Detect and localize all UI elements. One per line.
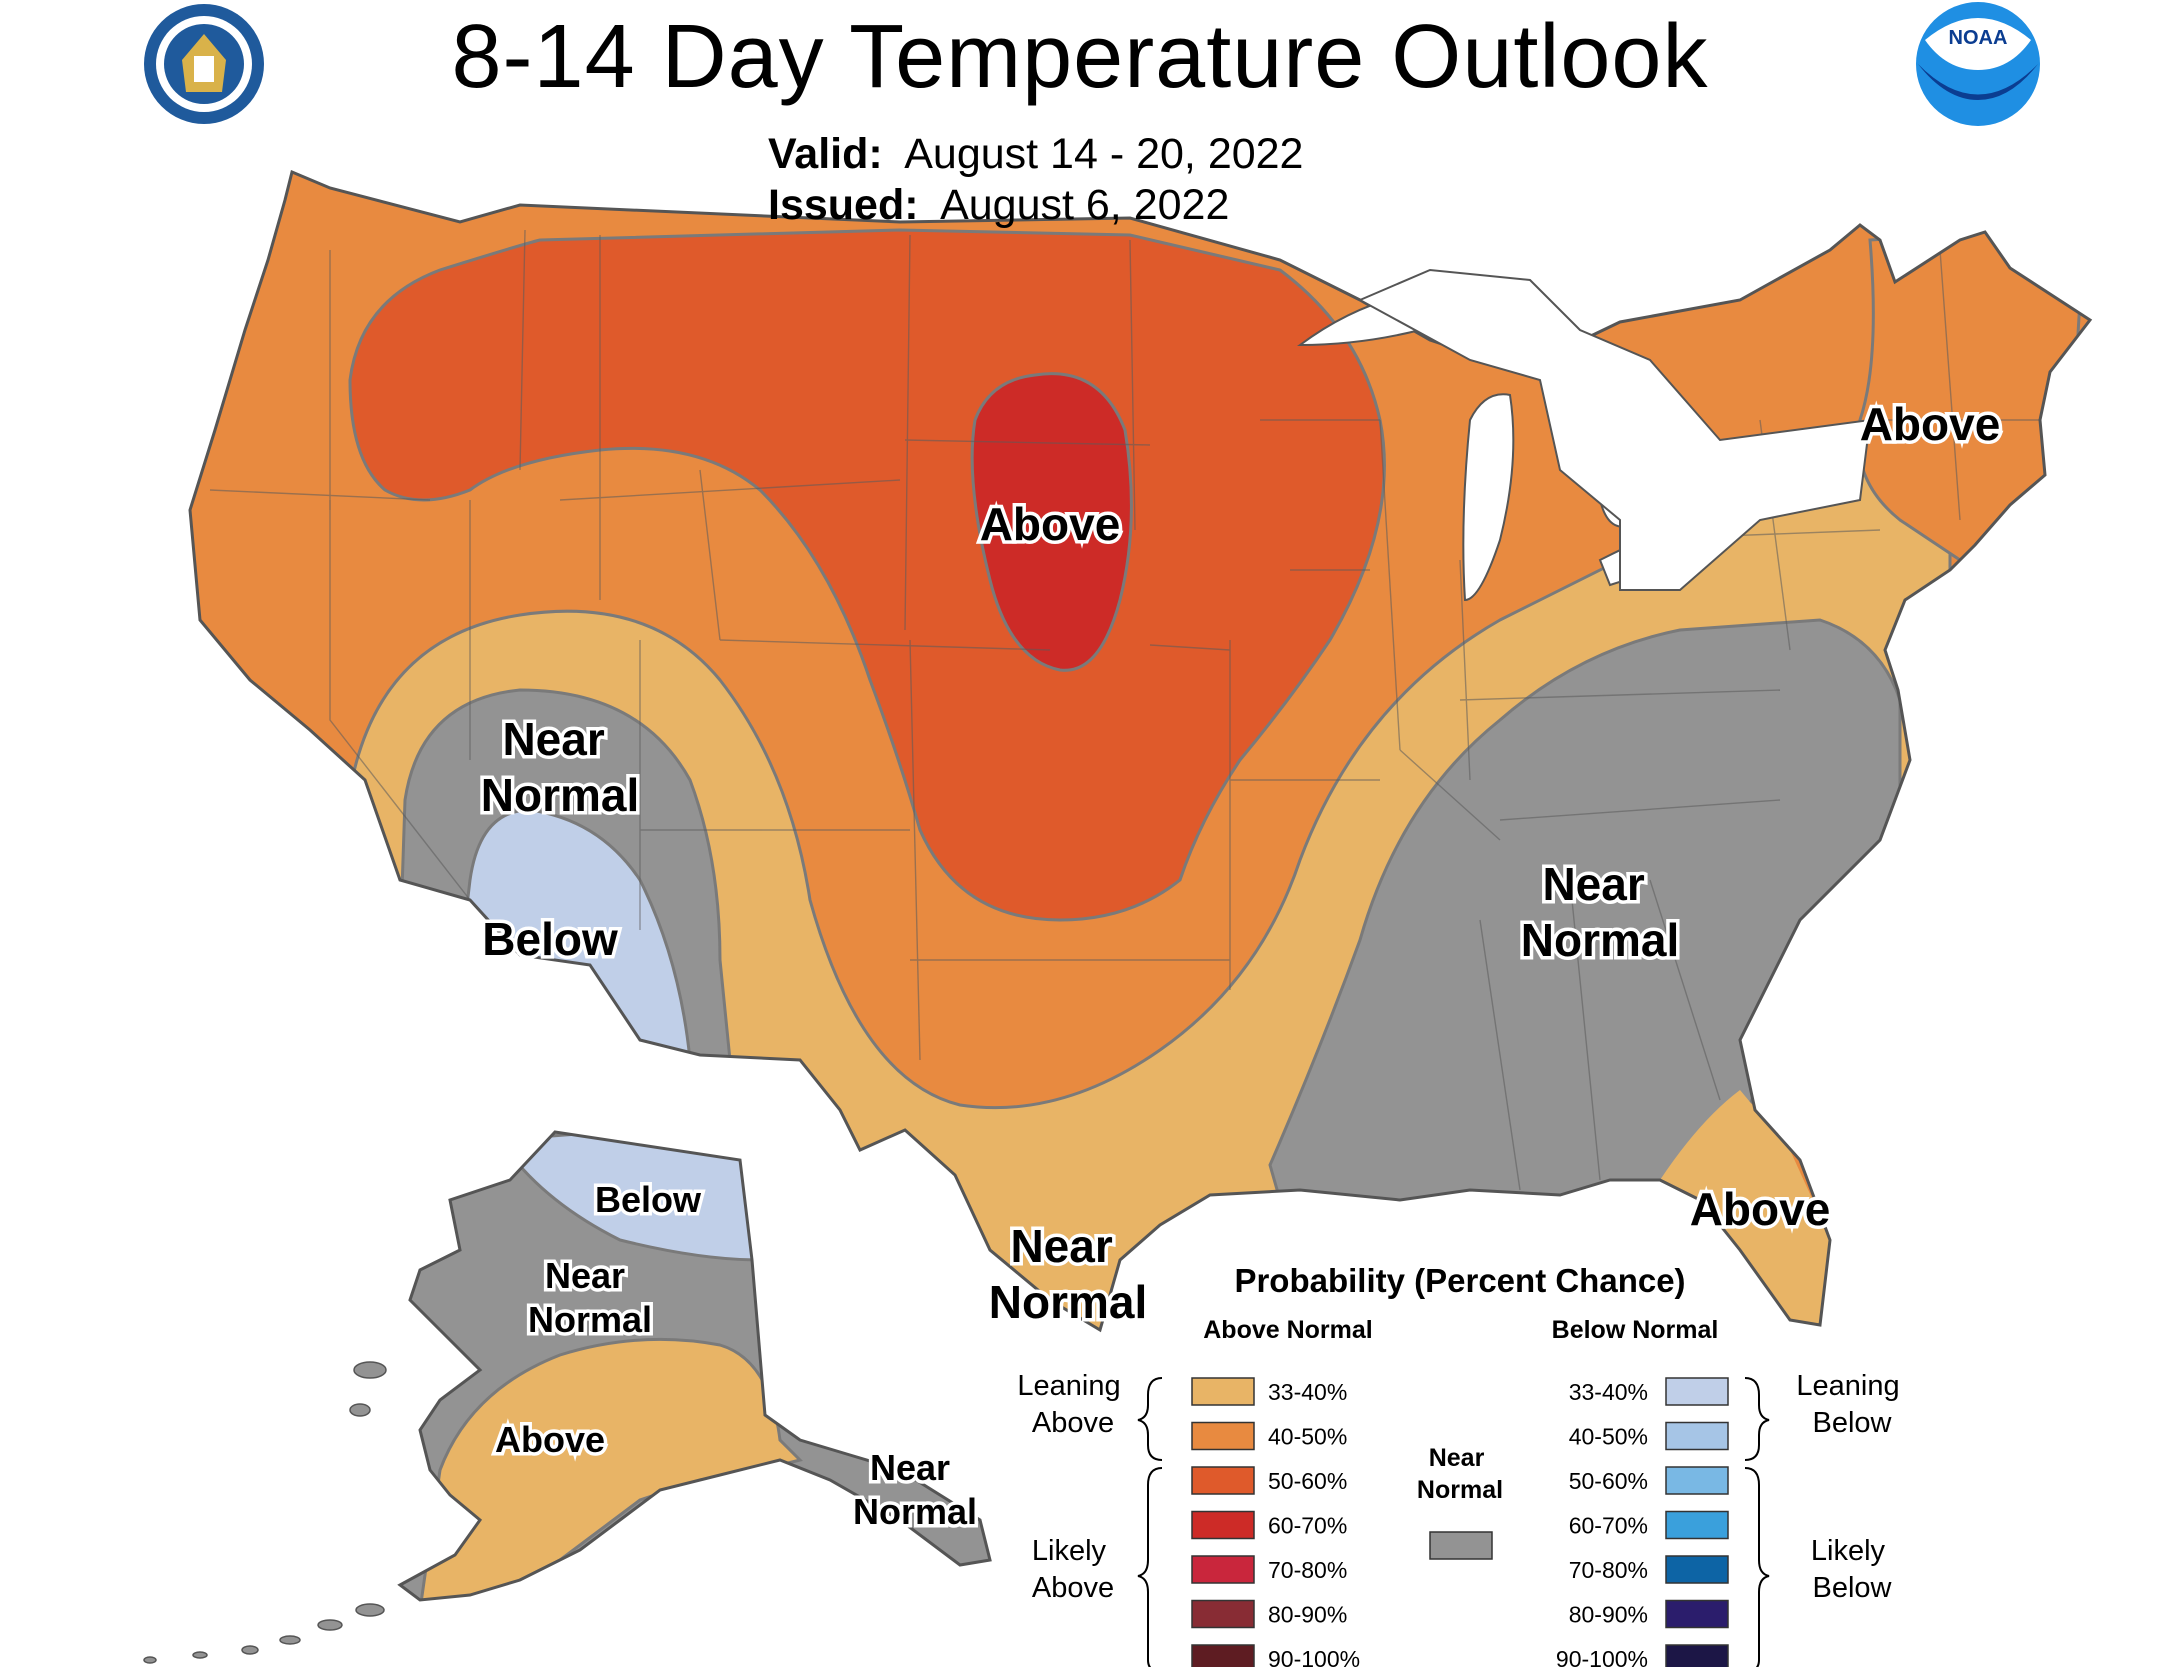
label-alaska-above: Above	[495, 1419, 605, 1460]
alaska-below-region	[497, 1132, 762, 1262]
region-below-southwest	[458, 808, 692, 1062]
legend-likely-above-line2: Above	[1032, 1572, 1114, 1604]
legend-above-swatch-2	[1191, 1421, 1255, 1451]
region-above-60-70	[970, 372, 1133, 672]
label-alaska-near-normal: Near Normal	[528, 1255, 652, 1340]
page-title: 8-14 Day Temperature Outlook	[451, 7, 1709, 107]
valid-label: Valid:	[768, 130, 883, 178]
lake-michigan	[1462, 393, 1515, 602]
label-near-normal-southwest: Near Normal	[481, 713, 639, 821]
legend-near-normal-swatch	[1429, 1531, 1493, 1560]
label-alaska-near-normal-line1: Near	[545, 1255, 625, 1296]
legend-near-normal-label: Near Normal	[1417, 1444, 1503, 1504]
legend-above-swatch-4	[1191, 1510, 1255, 1540]
label-alaska-near-normal-line2: Normal	[528, 1299, 652, 1340]
legend-below-swatch-1	[1665, 1377, 1729, 1406]
legend-leaning-above-line2: Above	[1032, 1407, 1114, 1439]
label-alaska-panhandle-line1: Near	[870, 1447, 950, 1488]
legend-above-range-2: 40-50%	[1268, 1424, 1347, 1450]
legend-leaning-below-line2: Below	[1813, 1407, 1893, 1439]
legend-above-swatch-7	[1191, 1644, 1255, 1667]
legend-above-range-4: 60-70%	[1268, 1513, 1347, 1539]
legend-below-range-3: 50-60%	[1569, 1468, 1648, 1494]
label-above-northeast: Above	[1860, 398, 2001, 450]
legend-likely-below-line2: Below	[1813, 1572, 1893, 1604]
legend-below-range-5: 70-80%	[1569, 1557, 1648, 1583]
legend-below-range-7: 90-100%	[1556, 1646, 1648, 1667]
issued-label: Issued:	[768, 181, 919, 229]
legend-above-range-7: 90-100%	[1268, 1646, 1360, 1667]
legend-leaning-below: Leaning Below	[1796, 1370, 1907, 1439]
label-near-normal-southeast-line2: Normal	[1521, 914, 1679, 966]
issued-value: August 6, 2022	[940, 181, 1230, 229]
label-alaska-panhandle-near-normal: Near Normal	[853, 1447, 977, 1532]
valid-value: August 14 - 20, 2022	[904, 130, 1304, 178]
legend-below-range-6: 80-90%	[1569, 1602, 1648, 1628]
great-lakes	[1296, 268, 1872, 602]
legend-title: Probability (Percent Chance)	[1234, 1262, 1685, 1299]
legend-likely-below: Likely Below	[1811, 1535, 1893, 1604]
legend-likely-above-line1: Likely	[1032, 1535, 1107, 1567]
label-near-normal-texas-line2: Normal	[989, 1276, 1147, 1328]
legend-leaning-above-line1: Leaning	[1017, 1370, 1120, 1402]
label-above-north-plains: Above	[980, 498, 1121, 550]
legend-above-range-1: 33-40%	[1268, 1379, 1347, 1405]
legend-above-header: Above Normal	[1203, 1316, 1372, 1344]
legend-above-swatch-1	[1191, 1377, 1255, 1406]
label-near-normal-texas-line1: Near	[1010, 1220, 1112, 1272]
legend-below-swatch-6	[1665, 1599, 1729, 1629]
legend: Probability (Percent Chance) Above Norma…	[1017, 1262, 1907, 1667]
legend-below-swatch-2	[1665, 1421, 1729, 1451]
legend-below-swatch-3	[1665, 1466, 1729, 1495]
map-labels: Above Above Above Near Normal Below Near…	[477, 395, 2004, 1536]
alaska-above-region	[418, 1337, 803, 1600]
legend-below-swatches: 33-40% 40-50% 50-60% 60-70% 70-80% 80-90% 90-1…	[1556, 1377, 1729, 1667]
legend-near-normal-line2: Normal	[1417, 1476, 1503, 1504]
state-boundaries	[209, 229, 2040, 1191]
legend-below-swatch-5	[1665, 1555, 1729, 1584]
legend-above-swatches: 33-40% 40-50% 50-60% 60-70% 70-80% 80-90% 90-1…	[1191, 1377, 1360, 1667]
legend-above-range-3: 50-60%	[1268, 1468, 1347, 1494]
noaa-logo: NOAA	[1916, 2, 2040, 126]
legend-below-swatch-4	[1665, 1510, 1729, 1540]
legend-near-normal-line1: Near	[1429, 1444, 1485, 1472]
label-near-normal-southeast: Near Normal	[1521, 858, 1679, 966]
region-above-50-60	[348, 228, 1386, 922]
legend-below-header: Below Normal	[1552, 1316, 1719, 1344]
label-below-southwest: Below	[482, 913, 618, 965]
department-of-commerce-seal	[144, 4, 264, 124]
legend-above-swatch-3	[1191, 1466, 1255, 1495]
region-near-normal-southeast	[1268, 618, 1902, 1252]
legend-above-range-6: 80-90%	[1268, 1602, 1347, 1628]
canada-white	[1357, 268, 1872, 591]
label-near-normal-southwest-line2: Normal	[481, 769, 639, 821]
legend-braces	[1137, 1377, 1770, 1667]
region-above-florida	[1660, 1090, 1840, 1330]
noaa-logo-text: NOAA	[1949, 27, 2008, 49]
label-alaska-panhandle-line2: Normal	[853, 1491, 977, 1532]
label-near-normal-southeast-line1: Near	[1542, 858, 1644, 910]
label-near-normal-southwest-line1: Near	[502, 713, 604, 765]
legend-below-range-4: 60-70%	[1569, 1513, 1648, 1539]
legend-above-swatch-6	[1191, 1599, 1255, 1629]
aleutian-islands	[143, 1361, 387, 1664]
region-above-northeast	[1856, 230, 2082, 562]
label-alaska-below: Below	[595, 1179, 702, 1220]
label-near-normal-texas: Near Normal	[989, 1220, 1147, 1328]
legend-below-range-1: 33-40%	[1569, 1379, 1648, 1405]
legend-likely-below-line1: Likely	[1811, 1535, 1886, 1567]
legend-likely-above: Likely Above	[1032, 1535, 1114, 1604]
legend-above-range-5: 70-80%	[1268, 1557, 1347, 1583]
alaska-outline	[397, 1130, 992, 1602]
label-above-florida: Above	[1690, 1183, 1831, 1235]
issued-date: Issued: August 6, 2022	[768, 181, 1229, 230]
legend-leaning-above: Leaning Above	[1017, 1370, 1128, 1439]
legend-above-swatch-5	[1191, 1555, 1255, 1584]
legend-below-range-2: 40-50%	[1569, 1424, 1648, 1450]
legend-leaning-below-line1: Leaning	[1796, 1370, 1899, 1402]
legend-below-swatch-7	[1665, 1644, 1729, 1667]
valid-dates: Valid: August 14 - 20, 2022	[768, 130, 1303, 179]
